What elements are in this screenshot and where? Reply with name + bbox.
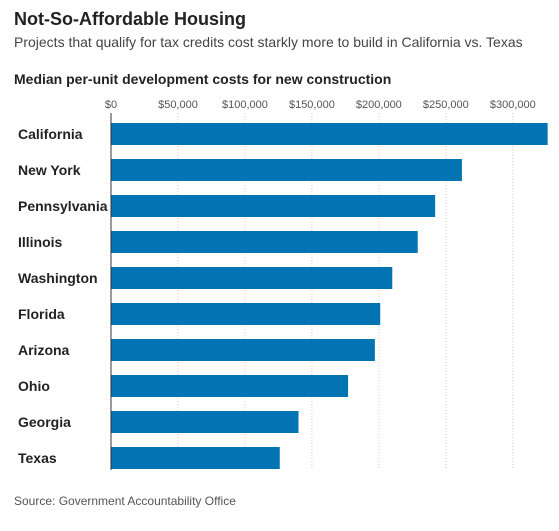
chart-subtitle: Projects that qualify for tax credits co… xyxy=(14,34,523,50)
x-tick-label: $150,000 xyxy=(289,99,335,111)
chart-title: Not-So-Affordable Housing xyxy=(14,9,246,29)
x-tick-label: $300,000 xyxy=(490,99,536,111)
category-label: Illinois xyxy=(18,234,63,250)
category-label: Ohio xyxy=(18,378,50,394)
source-note: Source: Government Accountability Office xyxy=(14,494,236,508)
x-tick-label: $0 xyxy=(105,99,117,111)
category-label: California xyxy=(18,126,83,142)
bar-florida xyxy=(111,303,381,325)
x-tick-label: $250,000 xyxy=(423,99,469,111)
x-tick-label: $50,000 xyxy=(158,99,198,111)
category-label: Arizona xyxy=(18,342,70,358)
bar-arizona xyxy=(111,339,375,361)
category-label: Washington xyxy=(18,270,98,286)
bar-new-york xyxy=(111,159,462,181)
category-label: Florida xyxy=(18,306,65,322)
bar-washington xyxy=(111,267,393,289)
bar-illinois xyxy=(111,231,418,253)
category-label: Pennsylvania xyxy=(18,198,108,214)
bar-ohio xyxy=(111,375,349,397)
bar-texas xyxy=(111,447,280,469)
bar-california xyxy=(111,123,548,145)
category-label: Texas xyxy=(18,450,57,466)
bar-georgia xyxy=(111,411,299,433)
category-label: New York xyxy=(18,162,81,178)
bar-pennsylvania xyxy=(111,195,436,217)
x-tick-label: $200,000 xyxy=(356,99,402,111)
category-label: Georgia xyxy=(18,414,71,430)
chart-heading: Median per-unit development costs for ne… xyxy=(14,71,392,87)
x-tick-label: $100,000 xyxy=(222,99,268,111)
